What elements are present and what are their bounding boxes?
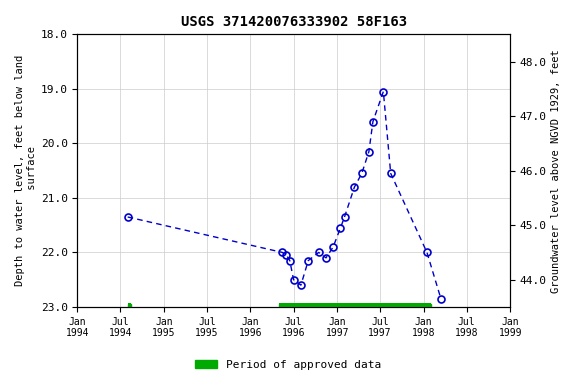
Y-axis label: Depth to water level, feet below land
 surface: Depth to water level, feet below land su… bbox=[15, 55, 37, 286]
Bar bbox=[279, 304, 431, 311]
Title: USGS 371420076333902 58F163: USGS 371420076333902 58F163 bbox=[181, 15, 407, 29]
Bar bbox=[128, 303, 131, 311]
Legend: Period of approved data: Period of approved data bbox=[191, 356, 385, 375]
Bar bbox=[128, 304, 131, 311]
Bar bbox=[279, 303, 431, 311]
Y-axis label: Groundwater level above NGVD 1929, feet: Groundwater level above NGVD 1929, feet bbox=[551, 49, 561, 293]
